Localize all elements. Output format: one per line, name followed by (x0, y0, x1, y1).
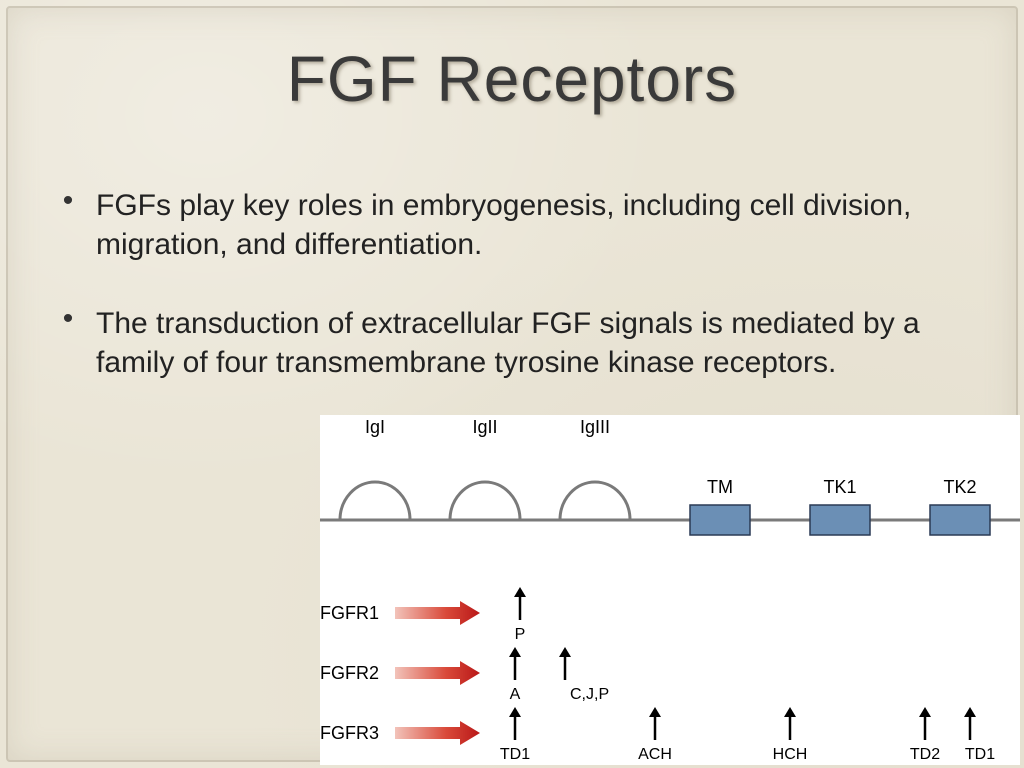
bullet-text-line: The transduction of extracellular FGF si… (96, 307, 920, 379)
mutation-label: TD1 (965, 746, 995, 763)
domain-boxes: TM TK1 TK2 (690, 477, 990, 535)
ig-label: IgIII (580, 417, 610, 437)
bullet-item: • FGFs play key roles in embryogenesis, … (40, 186, 984, 264)
ig-loops: IgI IgII IgIII (340, 417, 630, 520)
mutation-label: P (515, 626, 526, 643)
ig-label: IgII (472, 417, 497, 437)
ig-label: IgI (365, 417, 385, 437)
bullet-text: FGFs play key roles in embryogenesis, in… (96, 186, 984, 264)
mutation-label: ACH (638, 746, 672, 763)
domain-label: TK1 (823, 477, 856, 497)
mutation-label: HCH (773, 746, 808, 763)
slide-content: • FGFs play key roles in embryogenesis, … (0, 116, 1024, 382)
bullet-marker: • (40, 186, 96, 264)
mutation-label: A (510, 686, 521, 703)
bullet-item: • The transduction of extracellular FGF … (40, 304, 984, 382)
receptor-label: FGFR3 (320, 723, 379, 743)
slide-title: FGF Receptors (0, 0, 1024, 116)
mutation-row-2: A C,J,P (509, 647, 609, 703)
mutation-label: C,J,P (570, 686, 609, 703)
domain-label: TK2 (943, 477, 976, 497)
receptor-arrows: FGFR1 FGFR2 FGFR3 (320, 601, 480, 745)
fgfr-svg: IgI IgII IgIII TM TK1 TK2 FGFR1 FGFR2 FG… (320, 415, 1020, 765)
mutation-row-1: P (514, 587, 526, 643)
mutation-label: TD2 (910, 746, 940, 763)
domain-label: TM (707, 477, 733, 497)
receptor-label: FGFR1 (320, 603, 379, 623)
fgfr-diagram: IgI IgII IgIII TM TK1 TK2 FGFR1 FGFR2 FG… (320, 415, 1020, 765)
bullet-marker: • (40, 304, 96, 382)
mutation-row-3: TD1 ACH HCH TD2 TD1 (500, 707, 995, 763)
receptor-label: FGFR2 (320, 663, 379, 683)
mutation-label: TD1 (500, 746, 530, 763)
bullet-text: The transduction of extracellular FGF si… (96, 304, 984, 382)
